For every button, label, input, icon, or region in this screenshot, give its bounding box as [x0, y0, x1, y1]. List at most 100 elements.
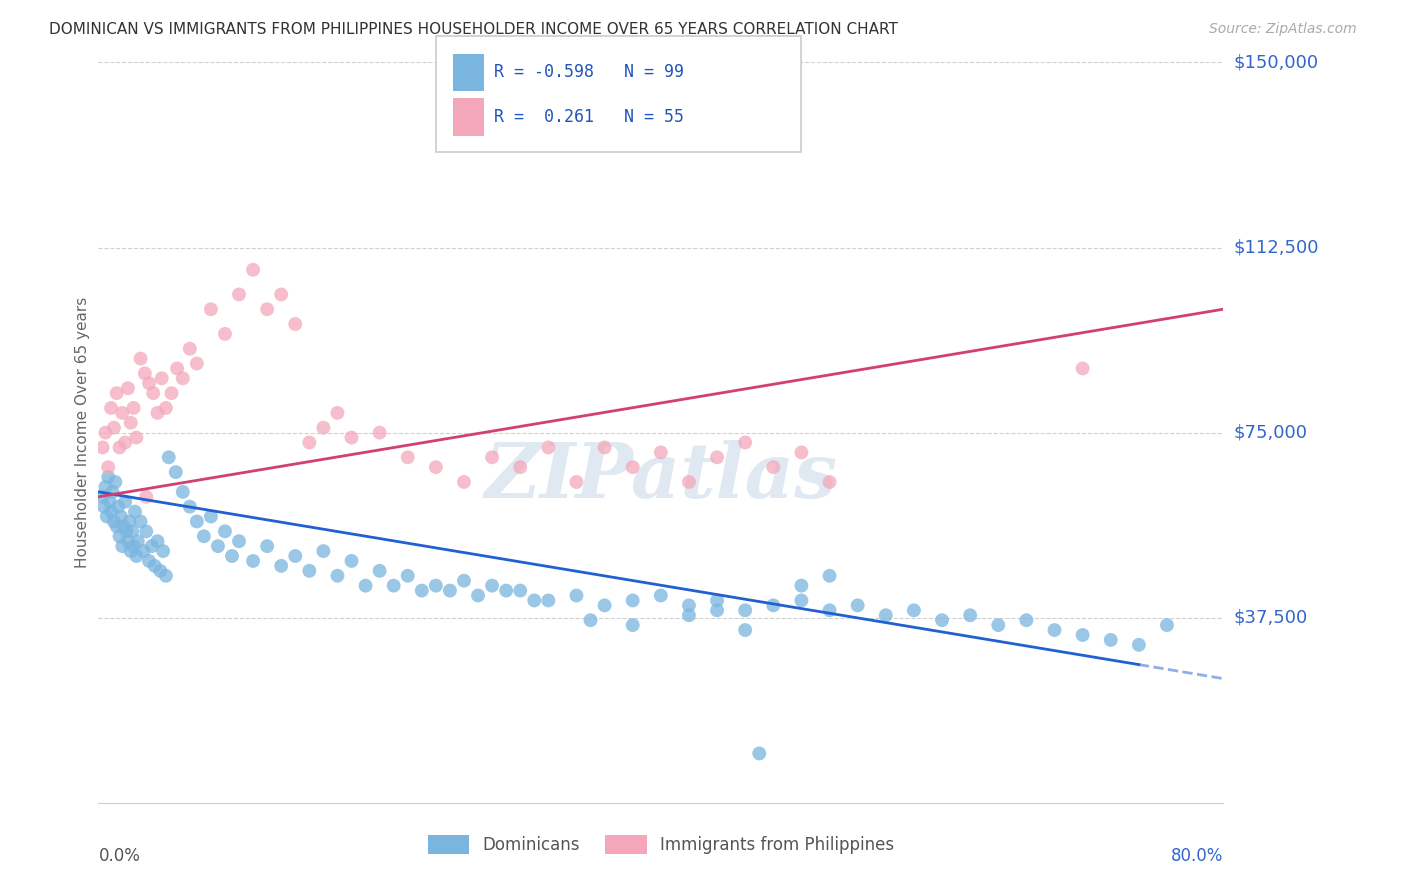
Point	[125, 431, 148, 445]
Point	[122, 539, 145, 553]
Point	[439, 583, 461, 598]
Point	[762, 460, 785, 475]
Point	[100, 401, 122, 415]
Text: R =  0.261   N = 55: R = 0.261 N = 55	[494, 108, 683, 126]
Point	[256, 302, 278, 317]
Point	[734, 435, 756, 450]
Point	[579, 613, 602, 627]
Point	[207, 539, 229, 553]
Point	[453, 475, 475, 489]
Point	[284, 317, 307, 331]
Point	[172, 484, 194, 499]
Point	[155, 568, 177, 582]
Point	[141, 539, 163, 553]
Point	[120, 416, 142, 430]
Point	[160, 386, 183, 401]
Point	[143, 558, 166, 573]
Point	[200, 302, 222, 317]
Point	[368, 425, 391, 440]
Point	[115, 524, 138, 539]
Point	[221, 549, 243, 563]
Point	[166, 361, 188, 376]
Point	[110, 509, 132, 524]
Point	[495, 583, 517, 598]
Point	[121, 524, 143, 539]
Point	[790, 593, 813, 607]
Point	[98, 494, 121, 508]
Point	[152, 544, 174, 558]
Point	[748, 747, 770, 761]
Point	[186, 357, 208, 371]
Point	[734, 623, 756, 637]
Point	[790, 579, 813, 593]
Point	[621, 460, 644, 475]
Point	[214, 524, 236, 539]
Point	[179, 342, 201, 356]
Point	[91, 490, 114, 504]
Point	[1156, 618, 1178, 632]
Point	[134, 367, 156, 381]
Point	[425, 460, 447, 475]
Point	[228, 287, 250, 301]
Point	[1128, 638, 1150, 652]
Point	[155, 401, 177, 415]
Point	[94, 480, 117, 494]
Point	[340, 431, 363, 445]
Point	[105, 519, 128, 533]
Point	[523, 593, 546, 607]
Text: ZIPatlas: ZIPatlas	[484, 440, 838, 514]
Point	[481, 579, 503, 593]
Point	[396, 568, 419, 582]
Point	[165, 465, 187, 479]
Point	[122, 401, 145, 415]
Text: $150,000: $150,000	[1233, 54, 1319, 71]
Point	[129, 515, 152, 529]
Point	[101, 484, 124, 499]
Y-axis label: Householder Income Over 65 years: Householder Income Over 65 years	[75, 297, 90, 568]
Point	[135, 490, 157, 504]
Point	[706, 603, 728, 617]
Point	[467, 589, 489, 603]
Point	[678, 599, 700, 613]
Point	[368, 564, 391, 578]
Point	[97, 460, 120, 475]
Text: 0.0%: 0.0%	[98, 847, 141, 865]
Point	[326, 568, 349, 582]
Point	[228, 534, 250, 549]
Point	[706, 593, 728, 607]
Point	[284, 549, 307, 563]
Point	[509, 460, 531, 475]
Point	[959, 608, 981, 623]
Point	[621, 593, 644, 607]
Point	[650, 589, 672, 603]
Point	[509, 583, 531, 598]
Point	[127, 534, 149, 549]
Point	[734, 603, 756, 617]
Point	[298, 435, 321, 450]
Point	[931, 613, 953, 627]
Point	[193, 529, 215, 543]
Point	[565, 589, 588, 603]
Point	[326, 406, 349, 420]
Point	[425, 579, 447, 593]
Point	[120, 544, 142, 558]
Point	[298, 564, 321, 578]
Point	[537, 441, 560, 455]
Point	[108, 441, 131, 455]
Point	[179, 500, 201, 514]
Point	[214, 326, 236, 341]
Point	[149, 564, 172, 578]
Point	[354, 579, 377, 593]
Point	[312, 544, 335, 558]
Point	[129, 351, 152, 366]
Point	[678, 475, 700, 489]
Point	[103, 515, 125, 529]
Point	[118, 515, 141, 529]
Point	[200, 509, 222, 524]
Point	[117, 381, 139, 395]
Point	[146, 406, 169, 420]
Point	[593, 441, 616, 455]
Point	[621, 618, 644, 632]
Point	[382, 579, 405, 593]
Point	[1071, 361, 1094, 376]
